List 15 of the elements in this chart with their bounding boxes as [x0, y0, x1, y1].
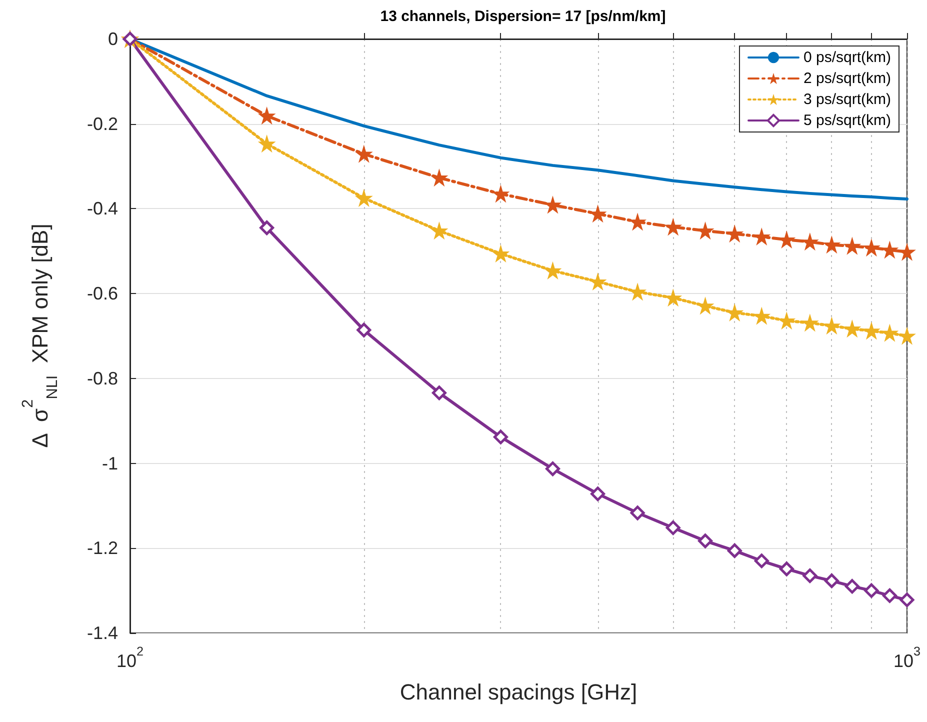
legend-label: 3 ps/sqrt(km): [803, 91, 892, 108]
legend-label: 0 ps/sqrt(km): [803, 49, 892, 66]
y-tick-label: -0.4: [86, 198, 118, 219]
y-tick-label: 0: [108, 29, 118, 49]
y-tick-label: -0.2: [86, 114, 118, 134]
legend-label: 5 ps/sqrt(km): [803, 112, 892, 129]
y-tick-label: -0.6: [86, 284, 118, 304]
y-tick-label: -1: [102, 453, 118, 474]
x-axis-title: Channel spacings [GHz]: [400, 680, 638, 704]
y-axis-title: Δ σ2NLI XPM only [dB]: [19, 224, 61, 448]
y-tick-label: -0.8: [86, 368, 118, 388]
legend-label: 2 ps/sqrt(km): [803, 70, 892, 87]
y-tick-label: -1.2: [86, 538, 118, 558]
y-tick-label: -1.4: [86, 623, 118, 643]
chart-title: 13 channels, Dispersion= 17 [ps/nm/km]: [380, 8, 666, 25]
